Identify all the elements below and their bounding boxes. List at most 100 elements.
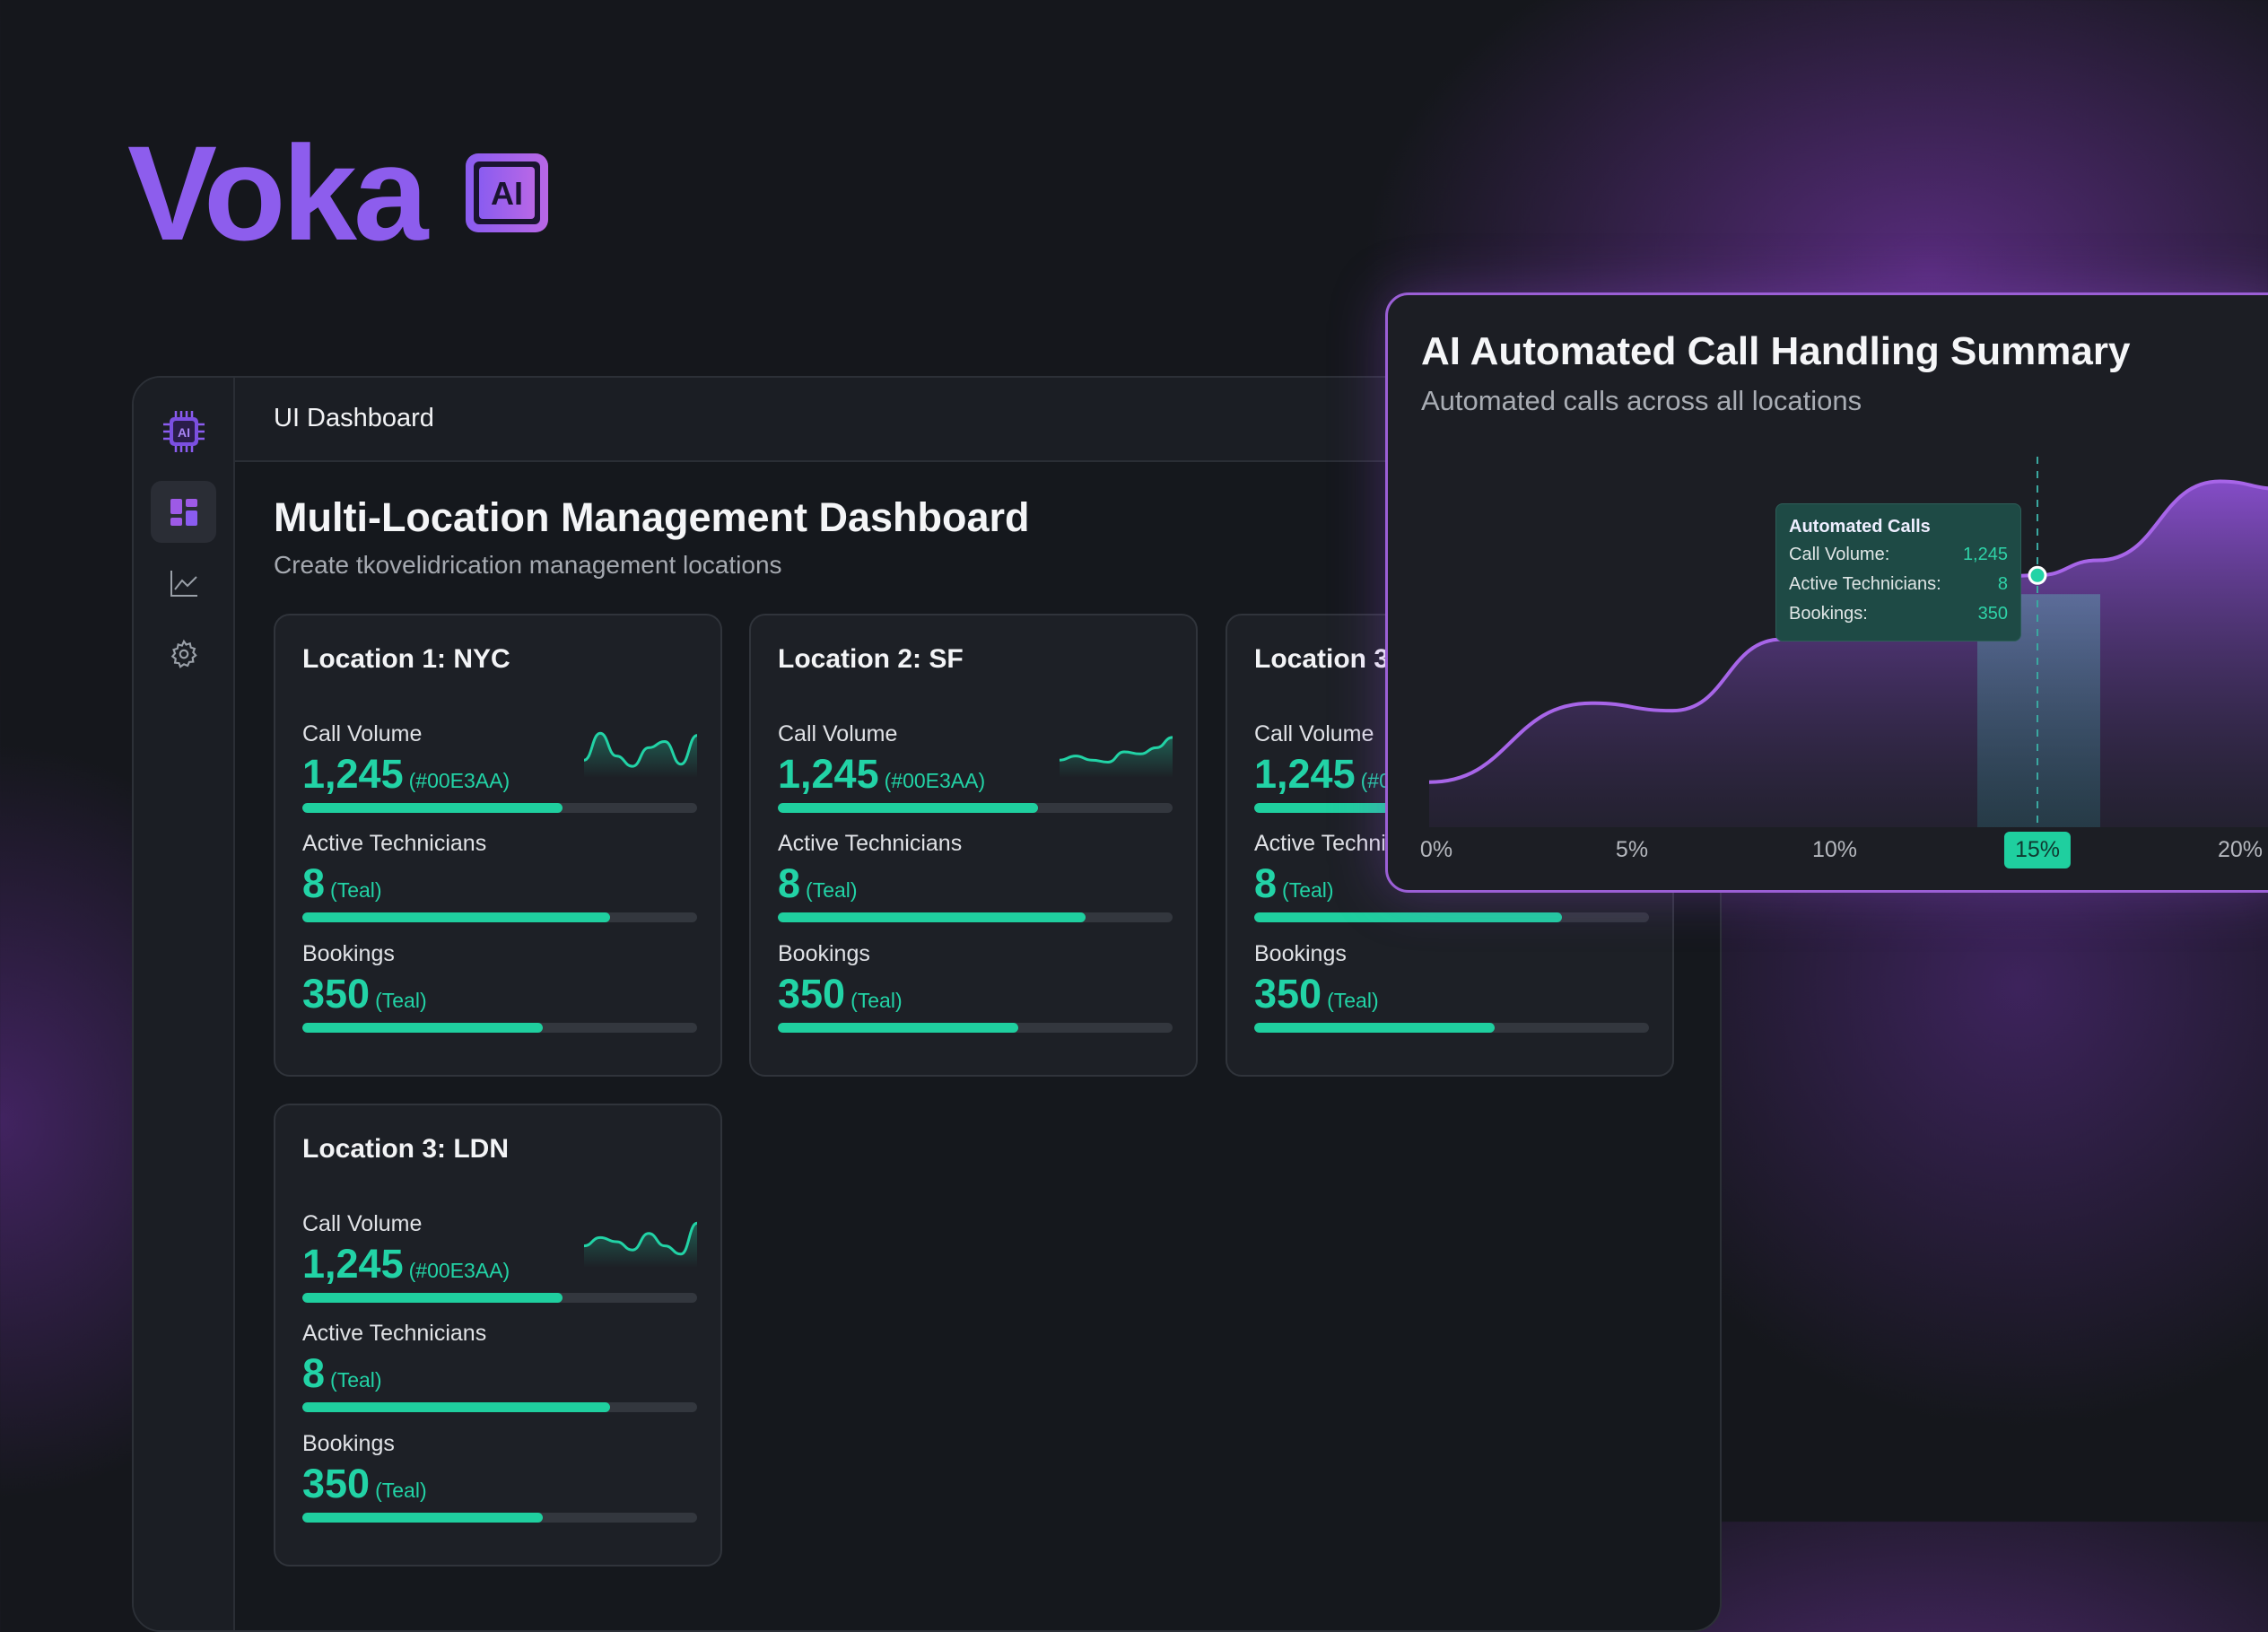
metric: Bookings 350 (Teal) xyxy=(302,941,697,1033)
metric-value-row: 8 (Teal) xyxy=(302,1350,697,1397)
brand-name: Voka xyxy=(127,118,428,268)
progress-bar xyxy=(1254,912,1649,922)
sparkline-line xyxy=(583,1221,698,1256)
metric: Call Volume 1,245(#00E3AA) xyxy=(778,721,1173,813)
metric-label: Bookings xyxy=(1254,941,1347,966)
metric-value: 1,245 xyxy=(1254,751,1356,797)
metric-value: 350 xyxy=(302,971,371,1017)
card-title: Location 2: SF xyxy=(778,644,964,674)
page-title: Multi-Location Management Dashboard xyxy=(274,494,1030,540)
tooltip-title: Automated Calls xyxy=(1789,517,1931,537)
sparkline-line xyxy=(1059,736,1173,764)
metric-value-row: 8 (Teal) xyxy=(1254,860,1649,907)
progress-bar xyxy=(778,1023,1173,1033)
metric: Bookings 350 (Teal) xyxy=(1254,941,1649,1033)
ai-chip-icon: AI xyxy=(444,131,571,255)
ai-chip-icon: AI xyxy=(162,410,205,452)
metric-value-row: 350 (Teal) xyxy=(1254,971,1649,1017)
progress-fill xyxy=(302,1023,544,1033)
location-card[interactable]: Location 1: NYC Call Volume 1,245 (#00E3AA)… xyxy=(274,614,722,1077)
chart-title: AI Automated Call Handling Summary xyxy=(1421,329,2131,373)
sidebar-item-settings[interactable] xyxy=(151,623,216,685)
metric-note: (Teal) xyxy=(850,989,903,1012)
metric: Call Volume 1,245(#00E3AA) xyxy=(302,1211,697,1303)
metric-value: 350 xyxy=(1254,971,1322,1017)
metric-label: Active Technicians xyxy=(302,831,487,856)
card-title: Location 3: LDN xyxy=(302,1134,509,1164)
progress-bar xyxy=(302,1023,697,1033)
progress-bar xyxy=(778,803,1173,813)
progress-fill xyxy=(778,912,1086,922)
metric-value-row: 350 (Teal) xyxy=(302,1461,697,1507)
sparkline-area xyxy=(584,1223,697,1268)
progress-bar xyxy=(302,1293,697,1303)
brand-logo: Voka AI xyxy=(127,118,571,268)
metric-label: Bookings xyxy=(778,941,870,966)
metric-note: (#00E3AA) xyxy=(884,769,986,792)
metric-note: (Teal) xyxy=(1282,878,1334,902)
metric-value-row: 350 (Teal) xyxy=(778,971,1173,1017)
progress-fill xyxy=(302,1513,544,1523)
metric-value: 1,245 xyxy=(302,751,404,797)
location-card[interactable]: Location 3: LDN Call Volume 1,245 (#00E3AA)… xyxy=(274,1104,722,1567)
metric-note: (Teal) xyxy=(1327,989,1379,1012)
progress-fill xyxy=(778,803,1039,813)
progress-fill xyxy=(302,912,611,922)
area-chart[interactable] xyxy=(1388,295,2268,893)
metric-note: (Teal) xyxy=(806,878,858,902)
progress-bar xyxy=(302,1513,697,1523)
progress-fill xyxy=(1254,803,1515,813)
location-card[interactable]: Location 2: SF Call Volume 1,245 (#00E3AA) A… xyxy=(749,614,1198,1077)
metric-value-row: 1,245(#00E3AA) xyxy=(302,751,697,798)
metric-value-row: 8 (Teal) xyxy=(302,860,697,907)
metric-label: Bookings xyxy=(302,1431,395,1456)
metric-note: (#00E3AA) xyxy=(408,1259,510,1282)
metric-value: 350 xyxy=(302,1461,371,1506)
tooltip-value: 8 xyxy=(1997,574,2008,594)
metric-value-row: 8 (Teal) xyxy=(778,860,1173,907)
metric-label: Call Volume xyxy=(302,721,423,746)
dashboard-grid-icon xyxy=(170,498,197,526)
metric-value: 8 xyxy=(778,860,801,906)
line-chart-icon xyxy=(170,570,197,597)
tooltip-label: Bookings: xyxy=(1789,604,1868,624)
metric-value: 8 xyxy=(302,1350,326,1396)
metric-note: (Teal) xyxy=(375,989,427,1012)
metric: Active Technicians 8 (Teal) xyxy=(302,831,697,922)
gear-icon xyxy=(170,639,197,668)
metric-value-row: 350 (Teal) xyxy=(302,971,697,1017)
sidebar-item-dashboard[interactable] xyxy=(151,481,216,543)
call-summary-panel: AI Automated Call Handling Summary Autom… xyxy=(1385,292,2268,893)
metric: Bookings 350 (Teal) xyxy=(778,941,1173,1033)
metric-value-row: 1,245(#00E3AA) xyxy=(778,751,1173,798)
sidebar: AI xyxy=(134,378,235,1630)
tooltip-value: 350 xyxy=(1977,604,2008,624)
sidebar-item-analytics[interactable] xyxy=(151,552,216,614)
chart-subtitle: Automated calls across all locations xyxy=(1421,385,1862,416)
progress-fill xyxy=(302,1293,563,1303)
metric: Call Volume 1,245(#00E3AA) xyxy=(302,721,697,813)
progress-fill xyxy=(302,1402,611,1412)
sparkline xyxy=(583,1221,698,1268)
tooltip-label: Active Technicians: xyxy=(1789,574,1941,594)
chart-tooltip: Automated Calls Call Volume: 1,245 Active… xyxy=(1775,503,2021,641)
progress-fill xyxy=(302,803,563,813)
chip-label: AI xyxy=(491,175,523,212)
metric-label: Call Volume xyxy=(1254,721,1374,746)
metric-note: (#00E3AA) xyxy=(408,769,510,792)
highlight-point[interactable] xyxy=(2028,565,2047,585)
metric-label: Bookings xyxy=(302,941,395,966)
x-tick-label: 20% xyxy=(2217,837,2264,862)
metric-value: 8 xyxy=(1254,860,1278,906)
metric-note: (Teal) xyxy=(330,878,382,902)
metric-value-row: 1,245(#00E3AA) xyxy=(302,1241,697,1287)
metric-note: (Teal) xyxy=(330,1368,382,1392)
metric-label: Call Volume xyxy=(302,1211,423,1236)
header-title: UI Dashboard xyxy=(274,404,434,432)
tooltip-value: 1,245 xyxy=(1962,545,2008,564)
progress-bar xyxy=(302,912,697,922)
metric: Bookings 350 (Teal) xyxy=(302,1431,697,1523)
x-tick-label: 15% xyxy=(2003,832,2072,868)
x-tick-label: 10% xyxy=(1811,837,1858,862)
metric: Active Technicians 8 (Teal) xyxy=(778,831,1173,922)
